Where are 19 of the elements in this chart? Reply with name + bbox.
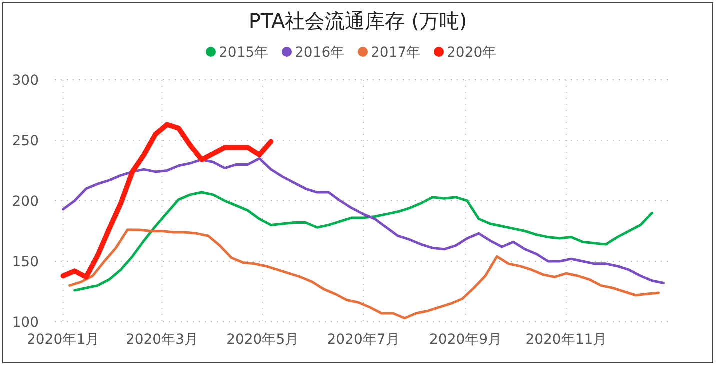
legend-label: 2016年: [295, 45, 345, 61]
y-tick-label: 250: [12, 134, 39, 150]
legend-label: 2017年: [371, 45, 421, 61]
x-tick-label: 2020年7月: [327, 332, 400, 348]
y-tick-label: 100: [12, 315, 39, 331]
legend-label: 2020年: [447, 45, 497, 61]
line-series: [62, 157, 665, 285]
line-series: [68, 228, 660, 320]
legend-label: 2015年: [219, 45, 269, 61]
x-tick-label: 2020年5月: [226, 332, 300, 348]
chart-title: PTA社会流通库存 (万吨): [248, 9, 468, 33]
line-series: [74, 191, 654, 292]
x-tick-label: 2020年11月: [526, 332, 608, 348]
y-tick-label: 200: [12, 194, 39, 210]
x-tick-label: 2020年3月: [126, 332, 199, 348]
y-tick-label: 150: [12, 254, 39, 270]
x-tick-label: 2020年9月: [430, 332, 502, 348]
y-tick-label: 300: [12, 73, 39, 89]
x-tick-label: 2020年1月: [26, 332, 100, 348]
